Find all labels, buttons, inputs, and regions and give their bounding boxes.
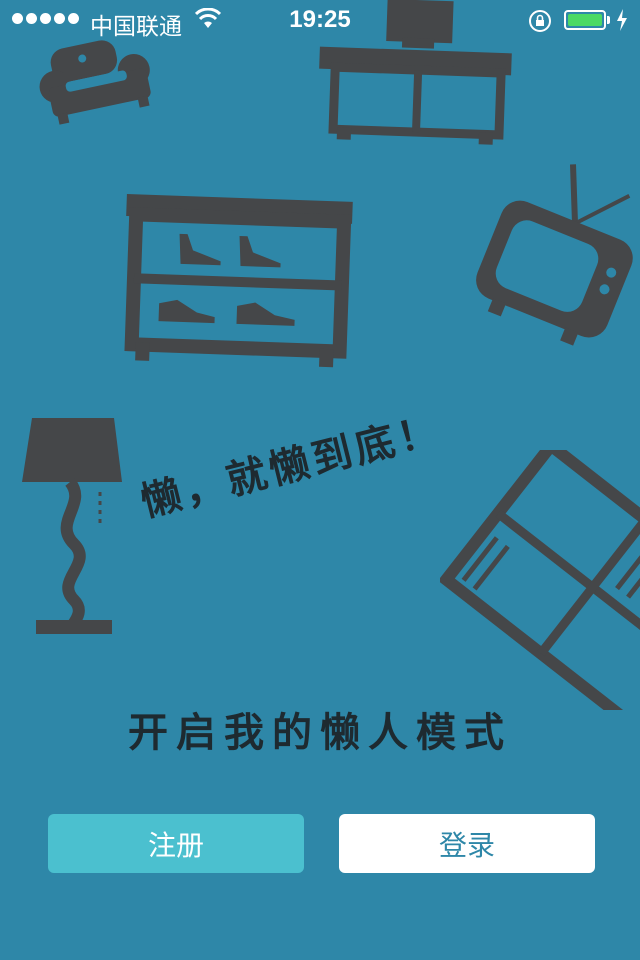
signal-strength-icon <box>12 13 79 24</box>
status-time: 19:25 <box>289 6 351 33</box>
tv-icon <box>476 164 633 346</box>
battery-tip <box>607 16 610 24</box>
battery-icon <box>564 10 606 30</box>
register-button[interactable]: 注册 <box>48 814 304 873</box>
charging-bolt-icon <box>617 9 627 31</box>
shoe-cabinet-icon <box>124 194 353 368</box>
tv-cabinet-icon <box>319 0 512 145</box>
floor-lamp-icon <box>22 418 122 634</box>
lazy-mode-text: 开启我的懒人模式 <box>128 710 512 756</box>
login-button[interactable]: 登录 <box>339 814 595 873</box>
tagline-text: 懒，就懒到底！ <box>136 406 447 527</box>
battery-level <box>568 14 602 26</box>
carrier-name: 中国联通 <box>90 14 182 40</box>
orientation-lock-icon <box>529 10 551 32</box>
bookshelf-icon <box>440 450 640 710</box>
wifi-icon <box>195 8 221 28</box>
sofa-icon <box>39 40 151 125</box>
status-bar: 中国联通 19:25 <box>0 0 640 40</box>
